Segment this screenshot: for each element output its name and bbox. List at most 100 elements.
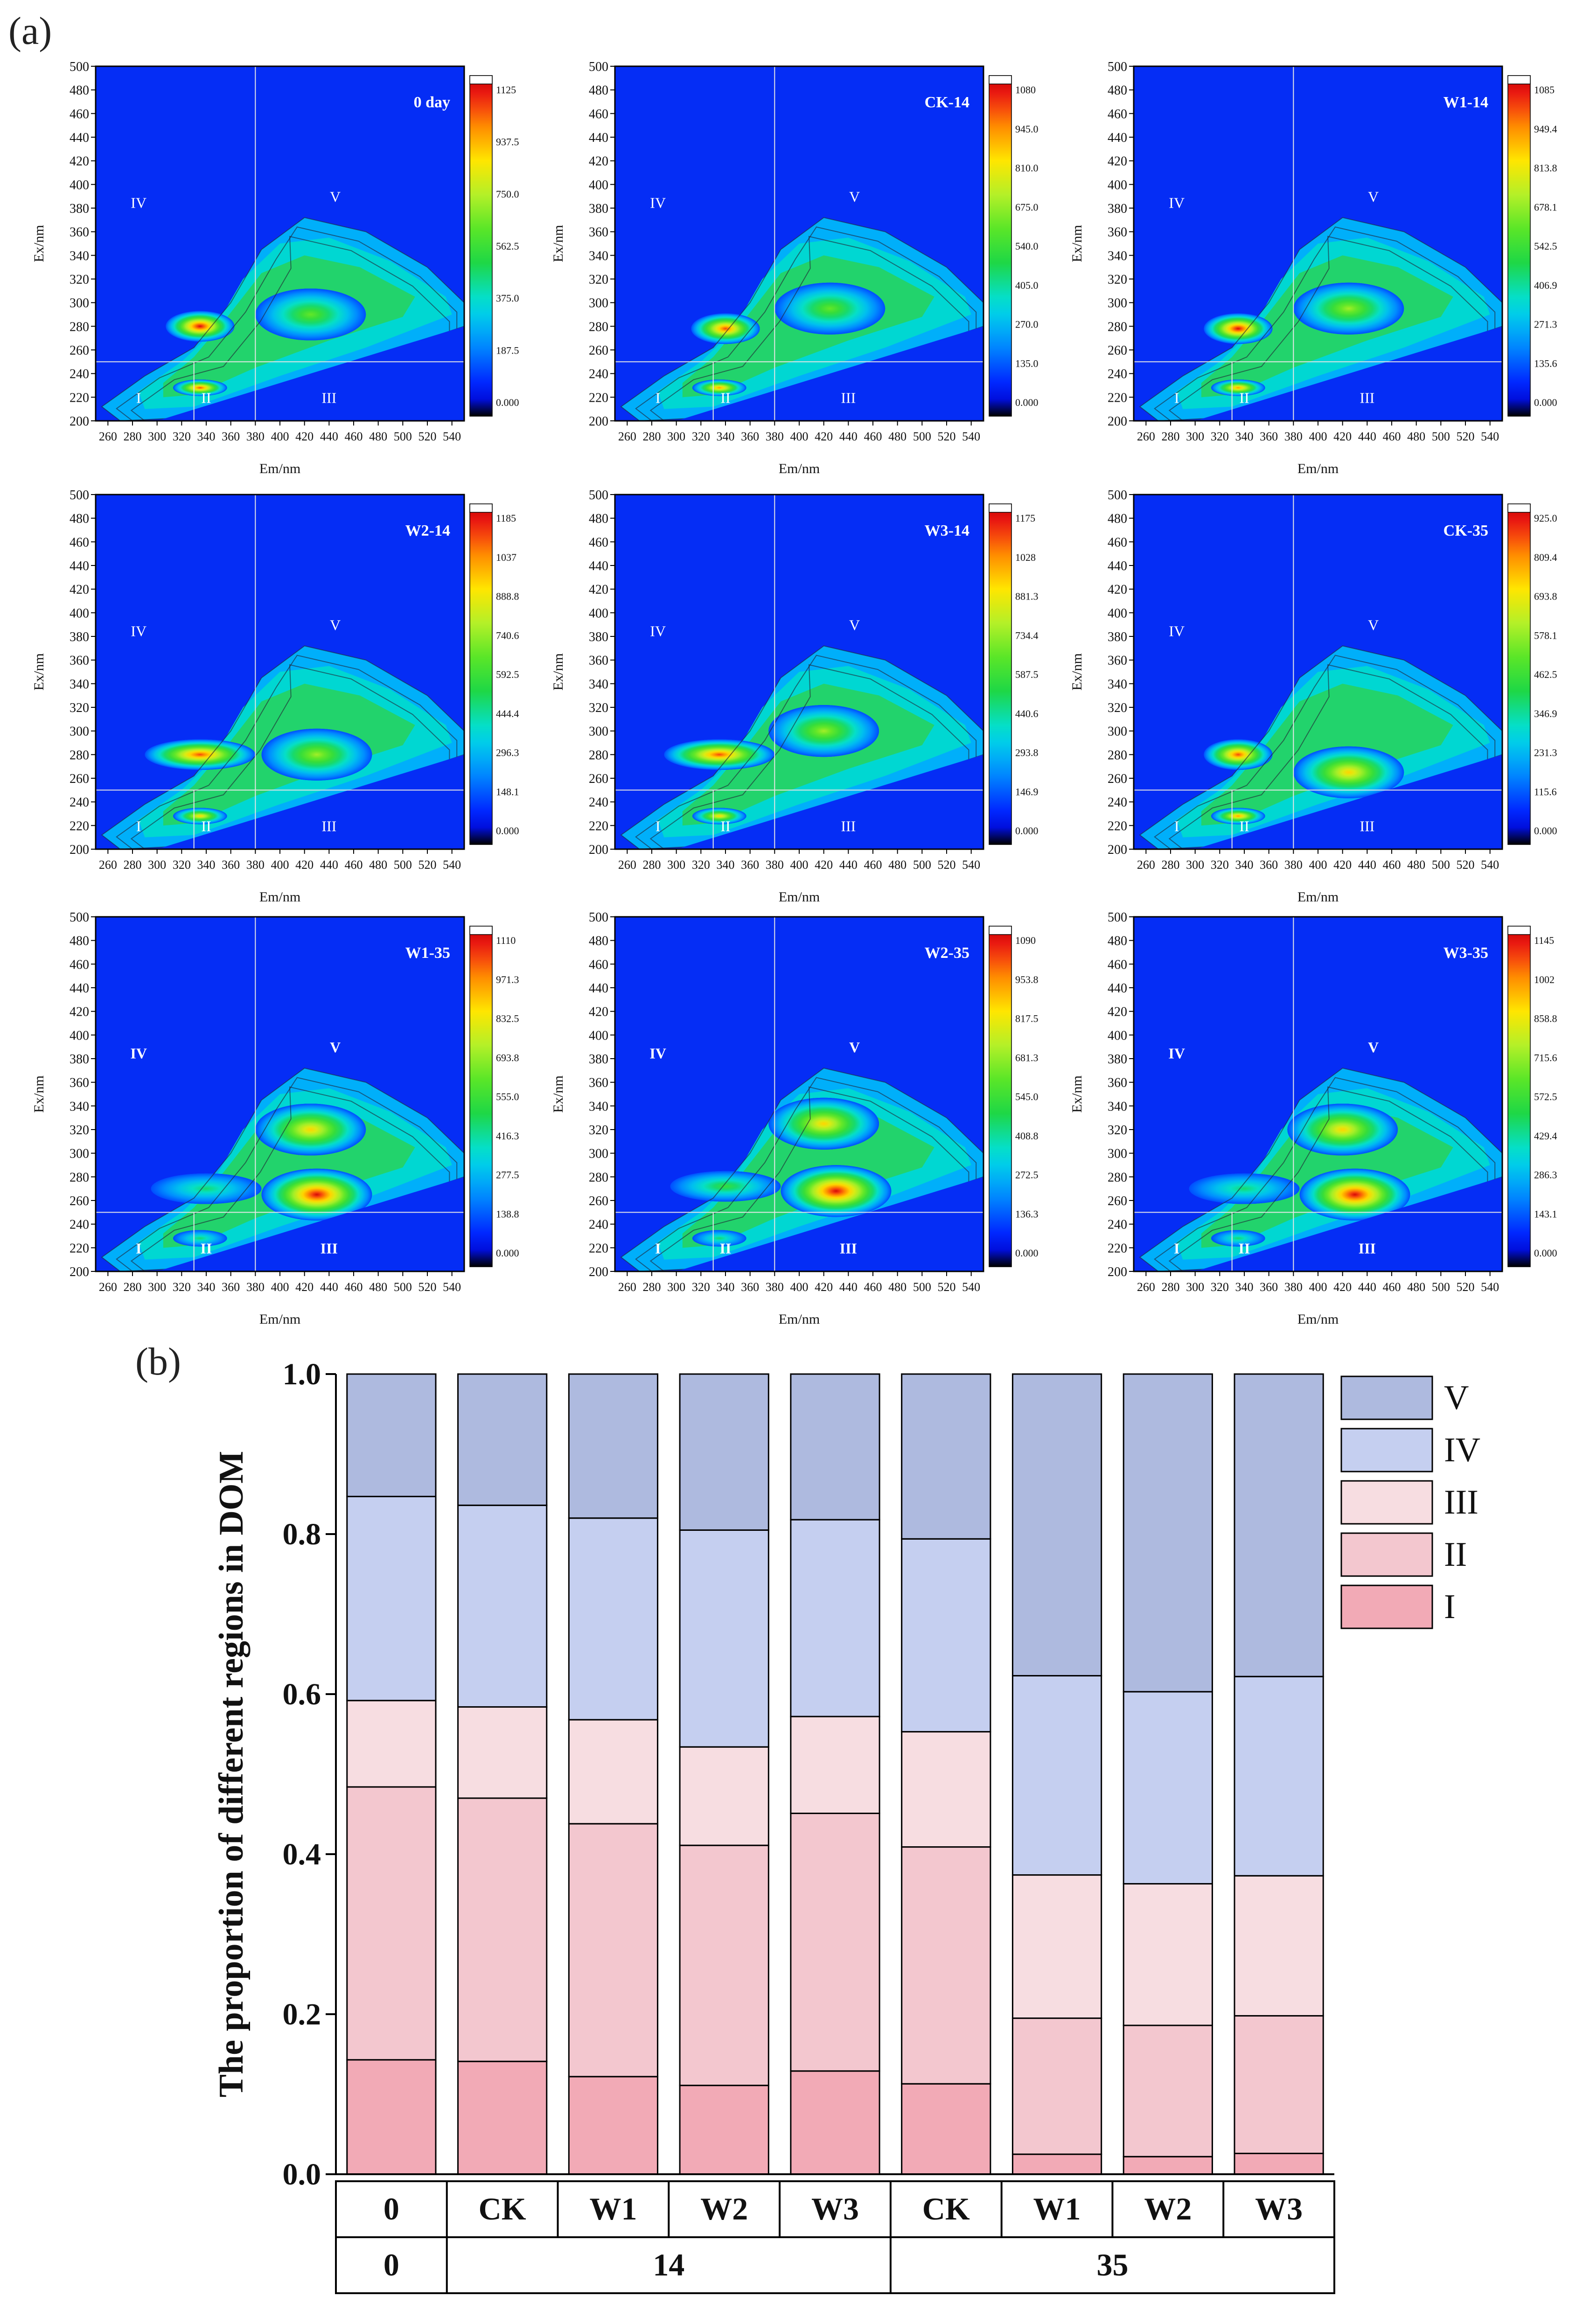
colorbar-tick-label: 555.0 — [496, 1091, 519, 1103]
x-tick-label: 340 — [717, 1280, 735, 1294]
y-tick-label: 220 — [589, 819, 608, 833]
x-tick-label: 540 — [1481, 858, 1499, 872]
x-tick-label: 480 — [369, 1280, 387, 1294]
colorbar-tick-label: 146.9 — [1015, 786, 1039, 797]
y-tick-label: 380 — [589, 630, 608, 644]
colorbar-tick-label: 143.1 — [1534, 1208, 1557, 1220]
bar-segment-I — [568, 2076, 659, 2175]
bar-segment-II — [901, 1846, 991, 2085]
x-tick-label: 380 — [766, 430, 784, 443]
eem-sample-label: CK-14 — [925, 94, 969, 111]
eem-region-label: I — [656, 389, 661, 406]
y-tick-label: 460 — [589, 107, 608, 121]
colorbar-tick-label: 693.8 — [496, 1052, 519, 1063]
bar-segment-IV — [1234, 1675, 1324, 1877]
eem-region-label: V — [849, 1039, 860, 1056]
eem-region-label: IV — [650, 194, 666, 211]
x-tick-label: 300 — [667, 430, 685, 443]
eem-region-label: I — [1174, 389, 1179, 406]
eem-region-label: III — [1359, 1240, 1376, 1256]
x-tick-label: 480 — [1407, 430, 1425, 443]
x-tick-label: 520 — [938, 858, 956, 872]
x-tick-label: 280 — [643, 1280, 661, 1294]
eem-sample-label: 0 day — [414, 94, 450, 111]
x-tick-label: 340 — [197, 1280, 216, 1294]
x-tick-label: 380 — [1284, 858, 1303, 872]
x-tick-label: 360 — [741, 1280, 759, 1294]
x-tick-label: 400 — [1309, 1280, 1327, 1294]
eem-peak — [1211, 379, 1265, 396]
x-tick-label: 480 — [888, 1280, 907, 1294]
x-tick-label: 280 — [1162, 1280, 1180, 1294]
eem-region-label: V — [849, 188, 860, 205]
eem-region-label: III — [321, 817, 336, 834]
y-tick-label: 480 — [589, 934, 608, 949]
y-tick-label: 220 — [589, 391, 608, 405]
category-label: CK — [922, 2191, 970, 2226]
bar-segment-V — [679, 1373, 769, 1531]
x-axis-label: Em/nm — [779, 461, 820, 476]
colorbar-tick-label: 542.5 — [1534, 240, 1557, 252]
y-tick-label: 360 — [1108, 1076, 1127, 1090]
x-tick-label: 500 — [394, 1280, 412, 1294]
x-tick-label: 460 — [1383, 858, 1401, 872]
bar-segment-I — [679, 2085, 769, 2175]
colorbar-tick-label: 888.8 — [496, 591, 519, 602]
y-tick-label: 260 — [589, 772, 608, 786]
legend-label: IV — [1444, 1431, 1480, 1469]
colorbar — [989, 926, 1012, 1267]
bar-segment-I — [457, 2060, 548, 2175]
colorbar-tick-label: 562.5 — [496, 240, 519, 252]
y-tick-label: 420 — [589, 154, 608, 169]
colorbar — [469, 75, 493, 417]
y-tick-label: 460 — [1108, 535, 1127, 550]
x-tick-label: 520 — [938, 1280, 956, 1294]
eem-peak — [768, 1097, 879, 1150]
eem-region-label: III — [1360, 389, 1374, 406]
y-tick-label: 440 — [1108, 559, 1127, 573]
bar-segment-III — [457, 1706, 548, 1799]
y-tick-label: 340 — [70, 677, 89, 691]
x-tick-label: 380 — [246, 430, 265, 443]
y-tick-label: 200 — [1108, 414, 1127, 429]
x-tick-label: 480 — [369, 430, 387, 443]
y-tick-label: 200 — [589, 1265, 608, 1279]
x-tick-label: 460 — [1383, 430, 1401, 443]
y-tick-label: 400 — [70, 178, 89, 192]
y-tick-label: 280 — [1108, 1170, 1127, 1185]
colorbar-tick-label: 0.000 — [1534, 397, 1557, 408]
bar-segment-V — [457, 1373, 548, 1506]
y-tick-label: 0.4 — [283, 1837, 321, 1871]
x-tick-label: 380 — [1284, 1280, 1303, 1294]
eem-region-label: III — [321, 389, 336, 406]
x-tick-label: 540 — [962, 430, 980, 443]
x-tick-label: 260 — [618, 858, 636, 872]
y-tick-label: 320 — [1108, 701, 1127, 715]
bar-segment-IV — [679, 1529, 769, 1748]
x-tick-label: 320 — [173, 1280, 191, 1294]
y-tick-label: 480 — [1108, 512, 1127, 526]
eem-region-label: V — [1368, 617, 1379, 634]
eem-peak — [664, 739, 775, 770]
x-tick-label: 500 — [394, 430, 412, 443]
group-label: 14 — [653, 2247, 684, 2282]
y-tick-label: 300 — [1108, 1147, 1127, 1161]
y-tick-label: 360 — [589, 654, 608, 668]
x-tick-label: 460 — [345, 858, 363, 872]
colorbar-tick-label: 406.9 — [1534, 279, 1557, 291]
eem-peak — [173, 1230, 227, 1247]
y-tick-label: 300 — [70, 296, 89, 311]
x-tick-label: 360 — [1260, 1280, 1278, 1294]
x-tick-label: 280 — [124, 858, 142, 872]
y-tick-label: 380 — [1108, 1052, 1127, 1067]
eem-peak — [1299, 1168, 1410, 1221]
eem-scatter-blank — [1195, 1177, 1502, 1271]
colorbar-tick-label: 971.3 — [496, 974, 519, 985]
eem-sample-label: W2-35 — [925, 944, 969, 962]
colorbar-cap — [989, 75, 1012, 84]
x-tick-label: 440 — [839, 858, 858, 872]
y-tick-label: 440 — [70, 559, 89, 573]
